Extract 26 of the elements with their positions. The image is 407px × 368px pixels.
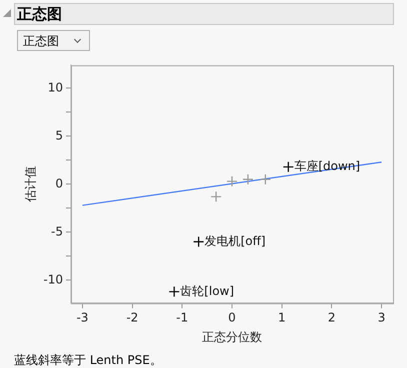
point: [226, 176, 238, 187]
chart-title: 正态图: [14, 3, 394, 25]
y-tick-label: 5: [55, 128, 63, 142]
point: [282, 161, 294, 173]
point: [168, 286, 180, 298]
y-axis-title: 估计值: [23, 166, 38, 204]
x-tick-label: -1: [176, 310, 188, 325]
point: [193, 236, 204, 248]
x-tick-label: 0: [228, 310, 236, 325]
x-axis-title: 正态分位数: [202, 330, 262, 344]
y-tick-label: 10: [48, 80, 63, 94]
point: [260, 174, 271, 185]
annotation: 发电机[off]: [204, 234, 266, 248]
x-tick-label: 1: [278, 310, 286, 325]
point: [242, 174, 254, 185]
point: [210, 191, 222, 202]
x-tick-label: -2: [126, 310, 138, 325]
text: 蓝线斜率等于 Lenth PSE。: [14, 352, 162, 368]
annotation: 齿轮[low]: [180, 284, 234, 298]
y-tick-label: -10: [43, 272, 63, 286]
x-tick-label: -3: [76, 310, 88, 325]
x-tick-label: 3: [378, 310, 386, 325]
y-tick-label: -5: [51, 224, 63, 238]
dropdown: 正态图: [17, 30, 90, 51]
y-tick-label: 0: [55, 176, 63, 190]
x-tick-label: 2: [328, 310, 336, 325]
